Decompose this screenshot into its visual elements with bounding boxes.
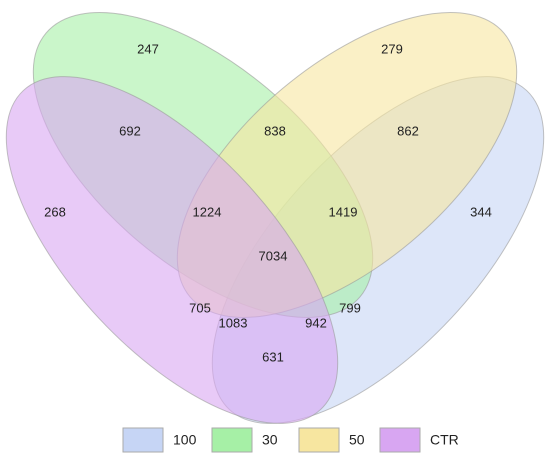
region-count: 1083: [219, 315, 248, 330]
region-count: 344: [470, 204, 492, 219]
region-count: 1224: [193, 204, 222, 219]
region-count: 7034: [259, 248, 288, 263]
region-count: 862: [397, 123, 419, 138]
legend-swatch: [379, 427, 421, 453]
legend-label: 50: [349, 432, 365, 448]
set-ellipse: [5, 76, 339, 424]
region-count: 631: [262, 349, 284, 364]
region-count: 268: [44, 204, 66, 219]
region-count: 942: [305, 315, 327, 330]
region-count: 838: [264, 123, 286, 138]
legend-label: CTR: [430, 432, 459, 448]
legend-swatch: [211, 427, 253, 453]
region-count: 279: [381, 41, 403, 56]
region-count: 247: [137, 41, 159, 56]
region-count: 799: [339, 300, 361, 315]
legend-swatch: [298, 427, 340, 453]
region-count: 692: [119, 123, 141, 138]
region-count: 705: [189, 300, 211, 315]
legend-label: 30: [262, 432, 278, 448]
legend-label: 100: [173, 432, 197, 448]
legend-swatch: [122, 427, 164, 453]
region-count: 1419: [329, 204, 358, 219]
